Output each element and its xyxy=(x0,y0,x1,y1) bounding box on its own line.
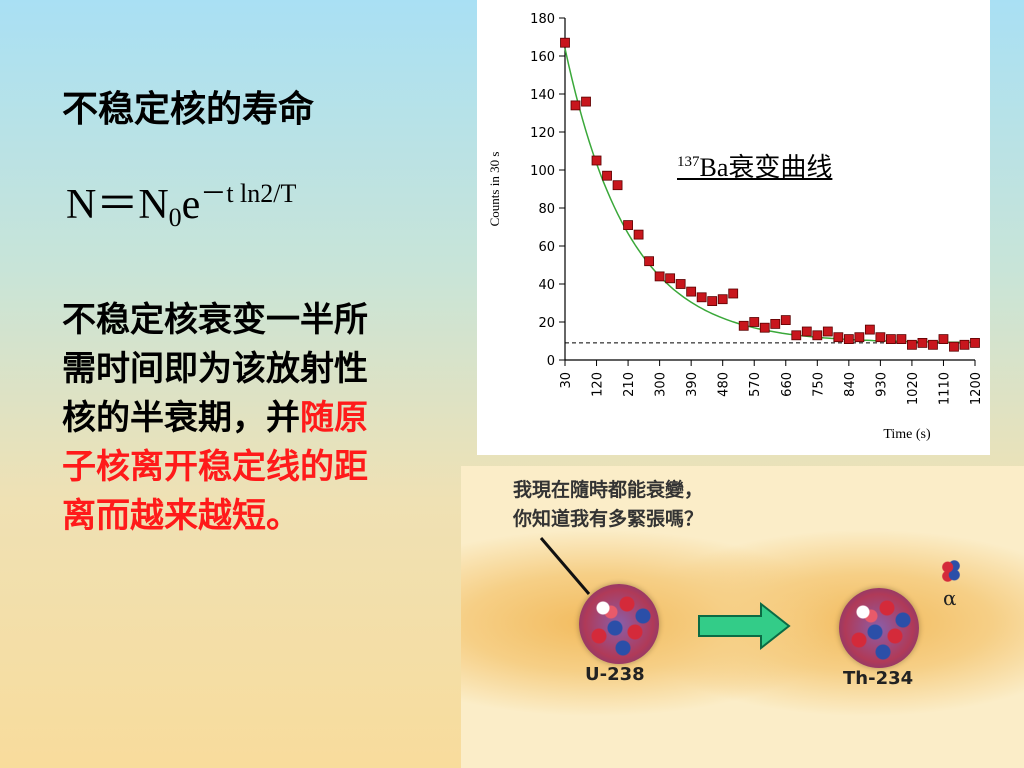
decay-chart: 0 20 40 60 80 100 120 140 160 180 30 120 210 300 390 48… xyxy=(487,12,984,442)
data-point xyxy=(959,339,970,350)
data-point xyxy=(707,296,718,307)
data-point xyxy=(843,334,854,345)
y-tick-label: 60 xyxy=(538,240,555,255)
data-point xyxy=(675,279,686,289)
speech-line-2: 你知道我有多緊張嗎？ xyxy=(513,508,704,530)
data-point xyxy=(759,322,770,333)
data-point xyxy=(738,320,749,331)
x-axis-label: Time (s) xyxy=(883,427,931,442)
speech-text: 我現在隨時都能衰變， 你知道我有多緊張嗎？ xyxy=(513,476,703,534)
daughter-nucleus-label: Th-234 xyxy=(843,668,914,689)
data-point xyxy=(591,155,602,166)
y-axis-label: Counts in 30 s xyxy=(487,152,502,227)
data-point xyxy=(896,334,907,345)
data-point xyxy=(885,334,896,345)
y-tick-label: 20 xyxy=(538,316,555,331)
data-point xyxy=(644,256,655,267)
data-point xyxy=(791,330,802,341)
data-point xyxy=(602,170,612,181)
data-point xyxy=(612,180,623,191)
data-point xyxy=(633,229,644,240)
x-tick-label: 120 xyxy=(591,372,606,397)
data-point xyxy=(623,220,633,231)
x-tick-label: 30 xyxy=(559,372,574,389)
decay-formula: N＝N0e－t ln2/T xyxy=(66,170,296,233)
data-point xyxy=(864,324,875,335)
formula-exp-base: e xyxy=(181,182,201,228)
thorium-nucleus-icon xyxy=(839,588,919,668)
data-point xyxy=(728,288,739,299)
y-tick-label: 40 xyxy=(538,278,555,293)
data-point xyxy=(665,273,676,284)
decay-illustration: 我現在隨時都能衰變， 你知道我有多緊張嗎？ U-238 Th-234 α xyxy=(461,466,1024,768)
y-tick-label: 160 xyxy=(530,50,555,65)
chart-label-mass-number: 137 xyxy=(677,154,700,170)
data-point xyxy=(822,326,833,337)
data-point xyxy=(875,332,886,343)
slide-heading: 不稳定核的寿命 xyxy=(62,89,315,130)
decay-chart-panel: 0 20 40 60 80 100 120 140 160 180 30 120 210 300 390 48… xyxy=(477,0,990,455)
speech-line-1: 我現在隨時都能衰變， xyxy=(513,479,704,501)
x-tick-label: 660 xyxy=(780,372,795,397)
y-tick-label: 180 xyxy=(530,12,555,27)
speech-pointer-line xyxy=(539,537,591,595)
data-point xyxy=(560,37,570,48)
y-tick-label: 120 xyxy=(530,126,555,141)
data-point xyxy=(833,332,844,343)
x-tick-label: 570 xyxy=(748,372,763,397)
x-tick-label: 1110 xyxy=(937,372,952,405)
y-tick-label: 80 xyxy=(538,202,555,217)
data-point xyxy=(917,337,928,348)
alpha-particle-icon xyxy=(940,558,962,584)
data-point xyxy=(780,315,791,326)
data-point xyxy=(581,96,591,107)
x-tick-label: 840 xyxy=(843,372,858,397)
data-point xyxy=(749,317,760,327)
x-tick-label: 750 xyxy=(811,372,826,397)
x-tick-label: 930 xyxy=(874,372,889,397)
parent-nucleus-label: U-238 xyxy=(585,664,645,685)
data-point xyxy=(928,339,938,350)
y-tick-label: 100 xyxy=(530,164,555,179)
x-tick-label: 480 xyxy=(717,372,732,397)
data-point xyxy=(686,286,697,297)
formula-base: N＝N xyxy=(66,182,169,228)
formula-exponent: －t ln2/T xyxy=(200,179,297,208)
illustration-shapes xyxy=(539,537,791,651)
body-paragraph: 不稳定核衰变一半所需时间即为该放射性核的半衰期，并随原子核离开稳定线的距离而越来… xyxy=(62,296,392,541)
body-text-black: 不稳定核衰变一半所需时间即为该放射性核的半衰期，并 xyxy=(62,300,368,438)
x-tick-label: 1020 xyxy=(906,372,921,405)
data-point xyxy=(812,330,823,341)
data-point xyxy=(949,341,959,352)
data-point xyxy=(907,339,917,350)
x-tick-label: 300 xyxy=(654,372,669,397)
data-point xyxy=(938,334,949,345)
data-point xyxy=(570,100,581,111)
decay-arrow-icon xyxy=(698,601,791,651)
chart-label-text: Ba衰变曲线 xyxy=(699,153,833,182)
uranium-nucleus-icon xyxy=(579,584,659,664)
x-tick-label: 210 xyxy=(622,372,637,397)
data-point xyxy=(770,318,781,329)
y-tick-label: 140 xyxy=(530,88,555,103)
data-point xyxy=(801,326,812,337)
data-point xyxy=(717,294,728,305)
formula-subscript: 0 xyxy=(168,203,182,232)
data-point xyxy=(970,337,980,348)
x-tick-label: 390 xyxy=(685,372,700,397)
fit-curve xyxy=(564,48,975,344)
alpha-label: α xyxy=(943,586,957,610)
y-tick-label: 0 xyxy=(547,354,555,369)
data-point xyxy=(654,271,665,282)
data-point xyxy=(696,292,707,303)
data-point xyxy=(854,332,865,343)
chart-curve-label: 137Ba衰变曲线 xyxy=(677,147,832,184)
body-text-red: 随原子核离开稳定线的距离而越来越短。 xyxy=(62,398,368,536)
x-tick-label: 1200 xyxy=(969,372,984,405)
